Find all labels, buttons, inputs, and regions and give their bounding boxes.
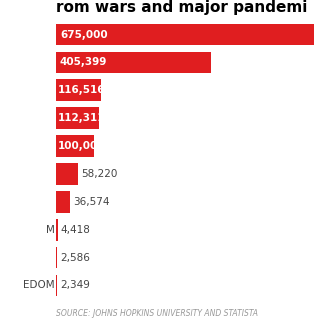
Text: M: M [46, 225, 55, 235]
Bar [56, 163, 78, 185]
Bar [56, 52, 211, 73]
Text: 2,349: 2,349 [60, 280, 90, 291]
Text: 112,311: 112,311 [57, 113, 105, 123]
Text: 36,574: 36,574 [73, 197, 110, 207]
Text: 2,586: 2,586 [60, 252, 90, 263]
Text: rom wars and major pandemi: rom wars and major pandemi [56, 0, 308, 15]
Bar [56, 107, 99, 129]
Text: 405,399: 405,399 [59, 57, 107, 68]
Text: 675,000: 675,000 [60, 29, 108, 40]
Bar [56, 219, 58, 241]
Text: 116,516: 116,516 [57, 85, 105, 95]
Bar [56, 191, 70, 213]
Bar [56, 247, 57, 268]
Text: 100,000: 100,000 [57, 141, 105, 151]
Text: 58,220: 58,220 [82, 169, 118, 179]
Bar [56, 135, 94, 157]
Bar [56, 79, 100, 101]
Text: EDOM: EDOM [23, 280, 55, 291]
Text: SOURCE: JOHNS HOPKINS UNIVERSITY AND STATISTA: SOURCE: JOHNS HOPKINS UNIVERSITY AND STA… [56, 309, 258, 318]
Bar [56, 24, 314, 45]
Text: 4,418: 4,418 [61, 225, 91, 235]
Bar [56, 275, 57, 296]
